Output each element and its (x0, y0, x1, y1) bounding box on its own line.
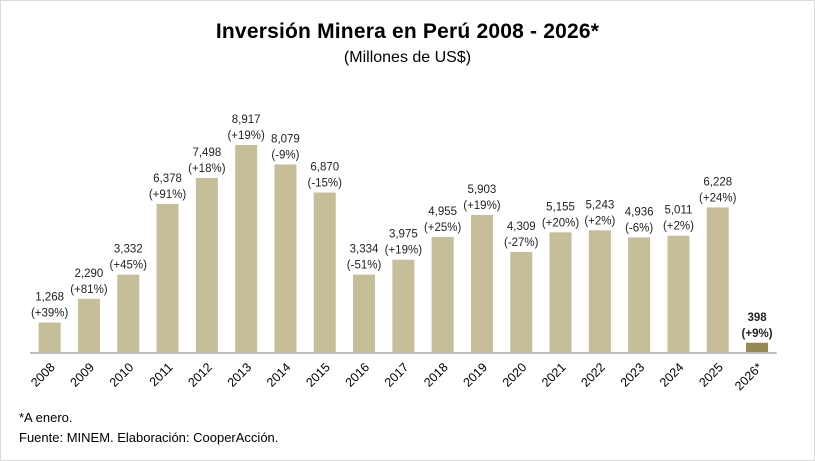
change-label: (+25%) (424, 222, 462, 234)
bar-2018 (431, 236, 454, 352)
change-label: (+45%) (110, 260, 148, 272)
change-label: (+19%) (227, 130, 265, 142)
value-label: 6,870 (310, 162, 339, 174)
x-tick-label: 2014 (264, 360, 294, 390)
change-label: (+24%) (699, 192, 737, 204)
x-tick-label: 2024 (657, 360, 687, 390)
change-label: (-15%) (307, 178, 342, 190)
value-label: 4,309 (507, 221, 536, 233)
value-label: 3,975 (389, 229, 418, 241)
value-label: 4,955 (428, 206, 457, 218)
value-label: 3,334 (350, 244, 379, 256)
chart-title: Inversión Minera en Perú 2008 - 2026* (215, 20, 600, 43)
x-tick-label: 2013 (225, 360, 255, 390)
value-label: 2,290 (75, 268, 104, 280)
x-tick-label: 2010 (107, 360, 137, 390)
value-label: 5,011 (664, 205, 692, 217)
x-tick-label: 2023 (618, 360, 648, 390)
x-tick-label: 2025 (696, 360, 726, 390)
bar-2017 (392, 259, 415, 352)
bar-2019 (470, 214, 493, 352)
change-label: (+18%) (188, 163, 226, 175)
bar-2020 (510, 251, 533, 352)
bar-2023 (628, 237, 651, 352)
change-label: (+9%) (742, 328, 773, 340)
x-tick-label: 2016 (343, 360, 373, 390)
change-label: (-6%) (625, 222, 653, 234)
change-label: (+19%) (463, 200, 501, 212)
x-tick-label: 2021 (539, 360, 569, 390)
value-label: 6,228 (703, 176, 732, 188)
change-label: (+2%) (584, 215, 615, 227)
footnote: *A enero. (19, 410, 73, 425)
chart-subtitle: (Millones de US$) (343, 49, 472, 66)
value-label: 5,155 (546, 201, 575, 213)
bar-2008 (38, 322, 61, 352)
value-label: 1,268 (35, 292, 64, 304)
value-label: 8,079 (271, 133, 300, 145)
bar-2009 (77, 298, 100, 352)
bar-2021 (549, 232, 572, 352)
change-label: (-9%) (271, 149, 299, 161)
value-label: 7,498 (192, 147, 221, 159)
bar-2012 (195, 177, 218, 352)
value-label: 5,243 (585, 199, 614, 211)
x-tick-label: 2019 (461, 360, 491, 390)
bar-2015 (313, 192, 336, 352)
bar-2022 (588, 230, 611, 352)
x-tick-label: 2011 (147, 360, 176, 389)
bar-2014 (274, 164, 297, 352)
x-tick-label: 2022 (578, 360, 608, 390)
x-tick-label: 2012 (185, 360, 215, 390)
x-tick-label: 2017 (382, 360, 412, 390)
bar-2010 (117, 274, 140, 352)
change-label: (+19%) (385, 245, 423, 257)
change-label: (-27%) (504, 237, 539, 249)
x-tick-label: 2026* (732, 360, 765, 393)
change-label: (+20%) (542, 217, 580, 229)
bar-2025 (706, 207, 729, 352)
change-label: (-51%) (347, 260, 382, 272)
change-label: (+81%) (70, 284, 108, 296)
value-label: 4,936 (625, 206, 654, 218)
change-label: (+39%) (31, 308, 69, 320)
value-label: 5,903 (468, 184, 497, 196)
x-tick-label: 2008 (28, 360, 58, 390)
change-label: (+91%) (149, 189, 187, 201)
source-note: Fuente: MINEM. Elaboración: CooperAcción… (19, 430, 279, 445)
bar-2013 (235, 145, 258, 352)
value-label: 6,378 (153, 173, 182, 185)
value-label: 3,332 (114, 244, 143, 256)
x-tick-label: 2009 (68, 360, 98, 390)
bar-2024 (667, 235, 690, 352)
bar-2011 (156, 203, 179, 352)
x-tick-label: 2018 (421, 360, 451, 390)
change-label: (+2%) (663, 221, 694, 233)
value-label: 398 (747, 312, 767, 324)
bar-2016 (353, 274, 376, 352)
x-tick-label: 2020 (500, 360, 530, 390)
value-label: 8,917 (232, 114, 261, 126)
bar-2026 (746, 342, 769, 352)
x-tick-label: 2015 (303, 360, 333, 390)
